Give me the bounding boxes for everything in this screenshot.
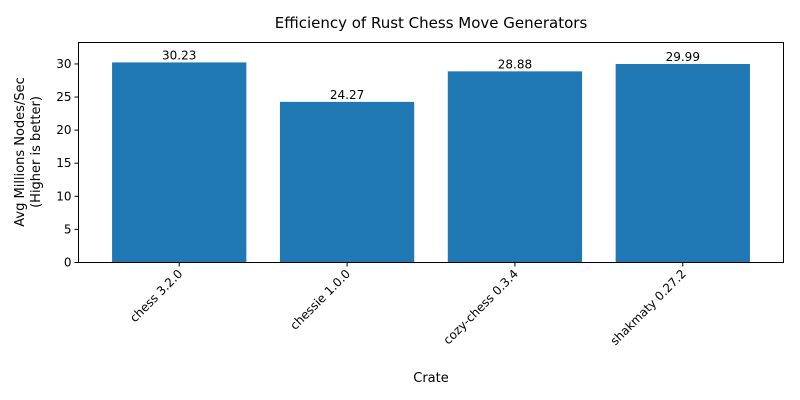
y-tick-label-3: 15 [56, 156, 71, 170]
bar-value-label-0: 30.23 [162, 48, 196, 62]
y-tick-label-1: 5 [64, 222, 72, 236]
bar-labels-group: 30.23 24.27 28.88 29.99 [162, 48, 700, 101]
y-tick-label-0: 0 [64, 256, 72, 270]
bar-value-label-2: 28.88 [498, 57, 532, 71]
bar-3 [615, 64, 750, 263]
y-tick-label-2: 10 [56, 189, 71, 203]
y-tick-label-6: 30 [56, 57, 71, 71]
bar-1 [279, 101, 415, 263]
chart-title: Efficiency of Rust Chess Move Generators [275, 14, 588, 32]
bars-group [112, 62, 750, 263]
y-axis-label-line-1: Avg Millions Nodes/Sec [13, 77, 28, 226]
bar-value-label-1: 24.27 [330, 88, 364, 102]
bar-value-label-3: 29.99 [666, 50, 700, 64]
y-tick-label-4: 20 [56, 123, 71, 137]
bar-0 [112, 62, 247, 263]
bar-2 [447, 71, 583, 263]
x-axis-label: Crate [413, 371, 448, 386]
y-axis-label-line-2: (Higher is better) [29, 96, 44, 208]
y-tick-label-5: 25 [56, 90, 71, 104]
y-axis-ticks: 0 5 10 15 20 25 30 [56, 57, 79, 270]
plot-frame [78, 42, 784, 263]
